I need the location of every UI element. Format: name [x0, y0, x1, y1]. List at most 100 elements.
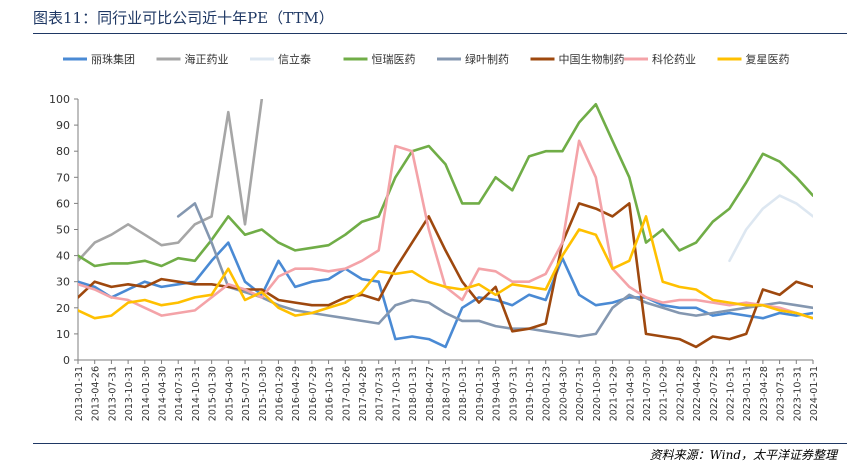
series-7-point-24 [478, 283, 480, 286]
y-tick-label-5: 50 [56, 224, 70, 237]
chart-title: 图表11：同行业可比公司近十年PE（TTM） [33, 9, 334, 27]
series-3-point-44 [812, 194, 813, 197]
series-3-point-1 [93, 265, 96, 267]
series-4-point-25 [494, 325, 497, 327]
series-5-point-34 [645, 333, 647, 335]
series-5-point-18 [377, 299, 380, 301]
series-2-point-40 [745, 228, 747, 231]
series-4-point-39 [728, 309, 731, 312]
series-3-point-0 [78, 254, 79, 257]
y-tick-label-4: 40 [56, 250, 70, 263]
legend-label-7: 复星医药 [746, 52, 790, 66]
series-4-point-31 [595, 333, 597, 335]
series-4-point-32 [611, 307, 614, 309]
series-5-point-30 [578, 202, 580, 205]
series-4-point-29 [561, 333, 564, 335]
series-0-point-36 [678, 307, 681, 309]
series-0-point-18 [377, 280, 380, 283]
series-3-point-7 [194, 260, 196, 262]
series-5-point-7 [194, 283, 196, 286]
series-0-point-8 [210, 260, 213, 262]
series-6-point-3 [127, 299, 129, 301]
series-5-point-9 [227, 286, 230, 288]
series-4-point-34 [645, 301, 647, 304]
series-6-point-17 [361, 260, 363, 262]
series-3-point-9 [227, 215, 230, 218]
series-7-point-18 [377, 270, 380, 273]
series-5-point-19 [394, 267, 397, 270]
series-6-point-27 [528, 280, 530, 283]
series-6-point-38 [712, 301, 714, 304]
series-3-point-3 [127, 262, 129, 265]
x-tick-label-35: 2021-10-29 [659, 366, 670, 421]
x-tick-label-27: 2019-10-31 [525, 366, 536, 421]
series-3-point-19 [394, 176, 397, 179]
series-5-point-43 [795, 280, 798, 283]
series-4-point-10 [244, 291, 246, 293]
series-1-point-0 [78, 260, 79, 262]
series-4-point-43 [795, 304, 798, 307]
y-tick-label-9: 90 [56, 119, 70, 132]
series-0-point-23 [461, 307, 464, 309]
legend-label-6: 科伦药业 [652, 52, 696, 66]
x-tick-label-21: 2018-04-27 [425, 366, 436, 421]
series-1-point-1 [93, 241, 96, 244]
series-3-point-39 [728, 207, 731, 210]
series-0-point-41 [762, 317, 764, 320]
x-tick-label-37: 2022-04-29 [692, 366, 703, 421]
series-6-point-9 [227, 283, 230, 286]
x-tick-label-39: 2022-10-31 [725, 366, 736, 421]
series-0-point-30 [578, 294, 580, 296]
series-3-point-6 [177, 257, 179, 259]
series-7-point-1 [93, 317, 96, 320]
series-3-point-11 [261, 228, 263, 231]
x-tick-label-12: 2016-01-29 [274, 366, 285, 421]
series-3-point-40 [745, 181, 747, 184]
series-0-point-13 [294, 286, 297, 288]
x-tick-label-9: 2015-04-30 [224, 366, 235, 421]
series-4-point-23 [461, 320, 464, 322]
series-4-point-33 [628, 294, 631, 296]
y-tick-label-7: 70 [56, 171, 70, 184]
series-3-point-13 [294, 249, 297, 252]
series-7-point-6 [177, 301, 179, 304]
series-3-point-38 [712, 220, 714, 223]
x-tick-label-3: 2013-10-31 [124, 366, 135, 421]
series-6-point-23 [461, 299, 464, 301]
series-5-point-15 [327, 304, 330, 307]
x-tick-label-11: 2015-10-30 [258, 366, 269, 421]
series-6-point-21 [428, 228, 430, 231]
x-tick-label-1: 2013-04-26 [91, 366, 102, 421]
y-tick-label-3: 30 [56, 276, 70, 289]
series-7-point-42 [778, 309, 781, 312]
series-6-point-1 [93, 288, 96, 291]
series-5-point-35 [661, 335, 664, 338]
x-tick-label-26: 2019-07-31 [508, 366, 519, 421]
series-0-point-28 [544, 299, 547, 301]
series-6-point-37 [695, 299, 697, 301]
series-line-5 [78, 202, 813, 349]
series-3-point-31 [595, 103, 597, 105]
series-0-point-20 [411, 335, 413, 338]
series-7-point-31 [595, 233, 597, 236]
series-line-3 [78, 102, 813, 268]
series-6-point-5 [160, 314, 163, 317]
series-7-point-17 [361, 291, 363, 293]
x-tick-label-17: 2017-04-28 [358, 366, 369, 421]
series-3-point-14 [311, 247, 313, 249]
x-tick-label-20: 2018-01-31 [408, 366, 419, 421]
series-5-point-11 [261, 288, 263, 291]
series-7-point-19 [394, 273, 397, 275]
series-4-point-22 [444, 312, 447, 314]
series-0-point-33 [628, 296, 631, 299]
series-6-point-24 [478, 267, 480, 270]
y-tick-label-8: 80 [56, 145, 70, 158]
series-7-point-27 [528, 286, 530, 288]
series-0-point-4 [144, 280, 146, 283]
series-4-point-28 [544, 330, 547, 333]
series-6-point-6 [177, 312, 179, 314]
series-0-point-35 [661, 304, 664, 307]
series-6-point-20 [411, 150, 413, 152]
series-1-point-11 [261, 99, 263, 100]
series-0-point-27 [528, 294, 530, 296]
